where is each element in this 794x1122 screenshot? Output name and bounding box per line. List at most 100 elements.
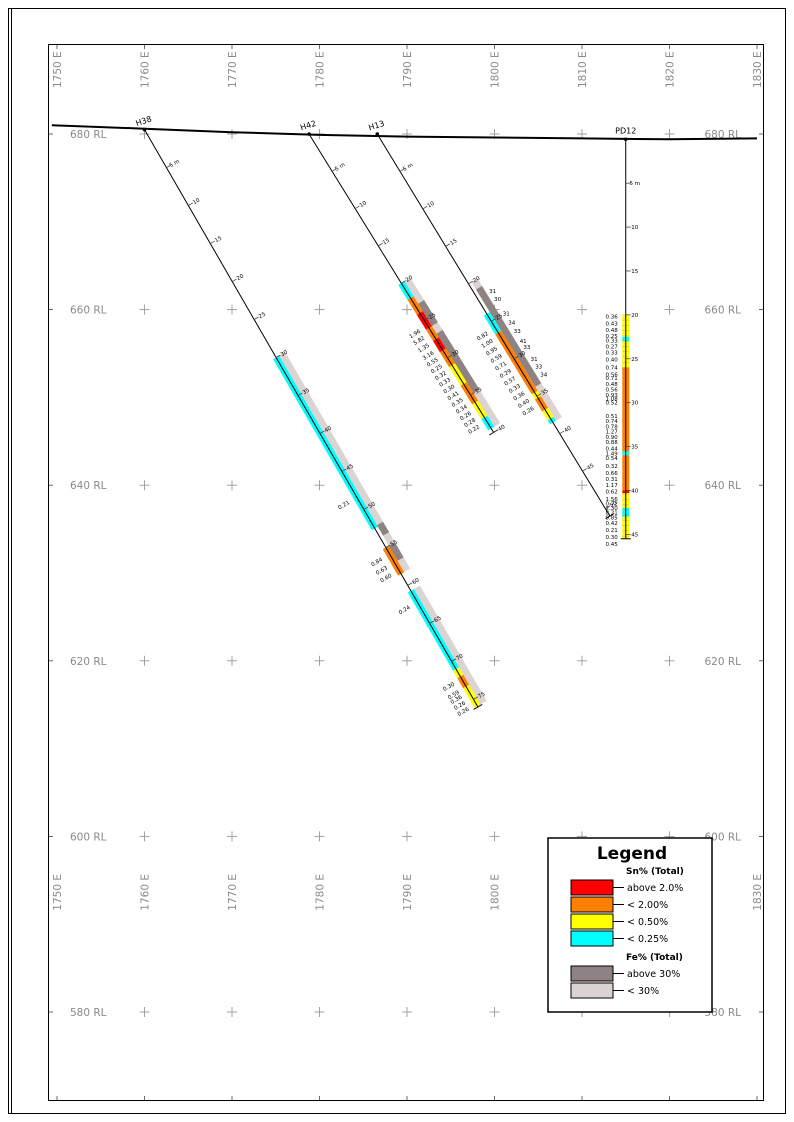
sn-assay-label: 3.16 xyxy=(422,350,436,362)
depth-label: 25 xyxy=(428,312,438,321)
sn-assay-label: 0.78 xyxy=(606,424,619,430)
sn-assay-label: 0.25 xyxy=(606,334,619,340)
fe-interval xyxy=(535,383,562,421)
drillhole-h42: H42 5 m 10 15 20 25 30 35 40 1.965.821.353.160.55… xyxy=(299,119,507,436)
sn-assay-label: 0.33 xyxy=(606,351,619,357)
sn-assay-label: 5.82 xyxy=(413,335,427,347)
sn-assay-label: 0.59 xyxy=(490,353,504,365)
sn-assay-label: 0.56 xyxy=(606,387,619,393)
fe-interval xyxy=(473,389,501,427)
sn-assay-label: 0.48 xyxy=(606,328,619,334)
depth-tick xyxy=(401,280,406,284)
drillhole-name: H38 xyxy=(135,114,153,128)
depth-label: 5 m xyxy=(334,162,346,173)
easting-label-bottom: 1780 E xyxy=(315,874,327,911)
sn-assay-label: 1.17 xyxy=(606,483,619,489)
depth-label: 55 xyxy=(390,539,399,548)
rl-label-left: 680 RL xyxy=(70,129,107,141)
fe-interval xyxy=(397,557,411,573)
depth-label: 20 xyxy=(405,275,415,284)
sn-swatch xyxy=(570,879,614,896)
depth-label: 10 xyxy=(427,200,437,209)
rl-label-left: 580 RL xyxy=(70,1007,107,1019)
sn-assay-label: 1.35 xyxy=(417,343,431,355)
legend: Legend Sn% (Total) Fe% (Total) above 2.0… xyxy=(547,837,713,1013)
drillhole-h13: H13 5 m 10 15 20 25 30 35 40 45 50 0.821.000.950.59… xyxy=(367,119,619,520)
sn-assay-label: 1.49 xyxy=(606,452,619,458)
easting-label-top: 1790 E xyxy=(402,51,414,88)
sn-assay-label: 0.34 xyxy=(455,404,469,416)
depth-tick xyxy=(166,164,171,168)
depth-tick xyxy=(513,355,519,360)
sn-assay-label: 0.41 xyxy=(447,391,461,403)
depth-tick xyxy=(445,243,451,247)
fe-assay-label: 31 xyxy=(531,357,538,363)
sn-swatch xyxy=(570,930,614,947)
fe-interval xyxy=(418,300,438,327)
sn-assay-label: 0.32 xyxy=(606,464,618,470)
drillhole-name: H42 xyxy=(299,119,317,133)
sn-assay-label: 0.56 xyxy=(606,373,619,379)
sn-assay-label: 0.21 xyxy=(606,510,618,516)
depth-tick xyxy=(473,696,479,700)
depth-tick xyxy=(468,280,473,285)
depth-label: 10 xyxy=(192,197,201,206)
sn-assay-label: 0.28 xyxy=(463,417,477,429)
sn-assay-label: 0.29 xyxy=(499,368,513,380)
depth-label: 25 xyxy=(631,357,638,363)
sn-assay-label: 0.54 xyxy=(606,456,619,462)
fe-assay-label: 34 xyxy=(540,373,547,379)
fe-assay-label: 33 xyxy=(523,345,530,351)
drillhole-trace xyxy=(376,133,611,517)
fe-interval xyxy=(432,322,443,334)
depth-tick xyxy=(385,544,391,548)
depth-label: 75 xyxy=(477,691,486,700)
sn-assay-label: 1.08 xyxy=(606,396,619,402)
sn-assay-label: 0.74 xyxy=(606,366,619,372)
end-of-hole-marker xyxy=(605,513,615,520)
sn-assay-label: 0.33 xyxy=(606,338,619,344)
depth-tick xyxy=(424,317,429,321)
rl-label-right: 600 RL xyxy=(704,831,741,843)
depth-label: 35 xyxy=(631,445,638,451)
depth-label: 25 xyxy=(495,313,505,322)
sn-assay-label: 0.26 xyxy=(453,700,467,712)
sn-swatch xyxy=(570,896,614,913)
fe-assay-label: 33 xyxy=(514,329,521,335)
drillhole-name: PD12 xyxy=(615,126,636,135)
depth-tick xyxy=(188,202,193,206)
easting-label-top: 1810 E xyxy=(577,51,589,88)
depth-label: 50 xyxy=(368,501,377,510)
depth-label: 40 xyxy=(563,425,573,434)
depth-label: 40 xyxy=(631,488,638,494)
rl-label-left: 660 RL xyxy=(70,305,107,317)
sn-assay-label: 0.30 xyxy=(606,535,619,541)
fe-interval xyxy=(436,329,480,394)
collar-marker xyxy=(623,137,628,142)
sn-assay-label: 0.71 xyxy=(494,361,508,372)
depth-tick xyxy=(363,506,369,510)
collar-marker xyxy=(142,127,147,132)
sn-assay-label: 0.36 xyxy=(450,694,464,706)
sn-legend-label: < 2.00% xyxy=(627,900,668,911)
depth-tick xyxy=(297,392,303,396)
sn-assay-label: 0.93 xyxy=(606,393,619,399)
easting-label-bottom: 1760 E xyxy=(140,874,152,911)
rl-label-left: 620 RL xyxy=(70,656,107,668)
depth-tick xyxy=(210,240,215,244)
depth-label: 15 xyxy=(382,237,392,246)
sn-assay-label: 0.57 xyxy=(504,376,518,388)
collar-marker xyxy=(375,132,380,136)
sn-assay-label: 0.32 xyxy=(434,371,448,383)
sn-assay-label: 1.96 xyxy=(408,328,422,340)
depth-label: 40 xyxy=(497,424,507,433)
sn-assay-label: 0.90 xyxy=(606,435,619,441)
depth-label: 70 xyxy=(455,653,464,662)
sn-assay-label: 0.48 xyxy=(606,382,619,388)
page-border xyxy=(8,8,786,1114)
rl-label-left: 640 RL xyxy=(70,480,107,492)
sn-assay-label: 0.44 xyxy=(606,446,619,452)
rl-label-right: 580 RL xyxy=(704,1007,741,1019)
sn-assay-label: 0.33 xyxy=(508,383,522,395)
